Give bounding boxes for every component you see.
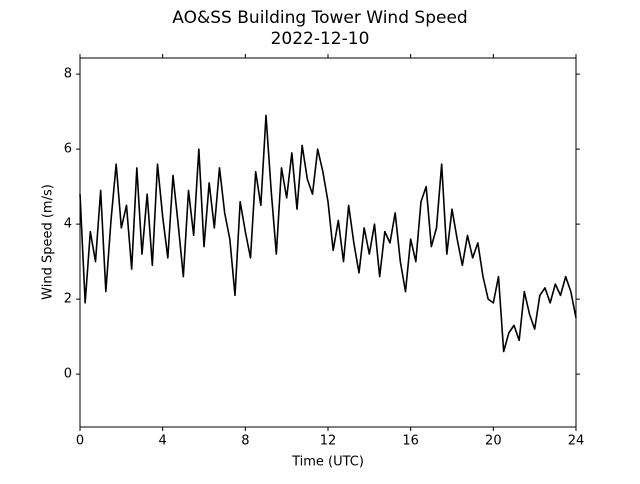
x-tick-label: 4 [159,434,167,449]
y-tick-label: 0 [64,367,72,382]
x-tick-label: 24 [568,434,585,449]
x-tick-label: 12 [320,434,337,449]
x-tick-label: 20 [485,434,502,449]
chart-title: AO&SS Building Tower Wind Speed [172,8,467,28]
y-tick-label: 2 [64,292,72,307]
x-tick-label: 0 [76,434,84,449]
y-axis-label: Wind Speed (m/s) [41,184,56,300]
x-axis-label: Time (UTC) [291,455,364,470]
y-tick-label: 8 [64,67,72,82]
x-tick-label: 16 [402,434,419,449]
y-tick-label: 6 [64,142,72,157]
x-tick-label: 8 [241,434,249,449]
data-line [79,114,577,353]
chart-subtitle: 2022-12-10 [271,29,370,49]
plot-frame [79,57,577,428]
y-tick-label: 4 [64,217,72,232]
